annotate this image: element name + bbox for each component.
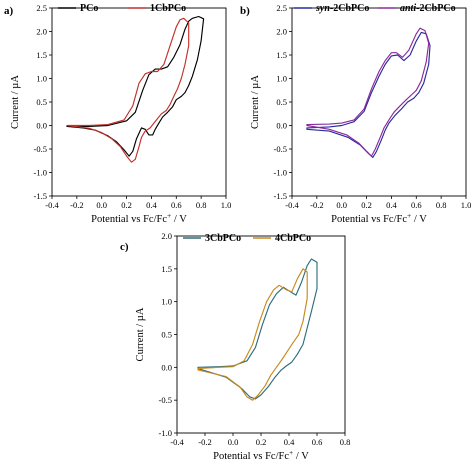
y-tick-label: -0.5 [274,144,287,154]
x-axis-label-main: Potential vs Fc/Fc [213,451,289,462]
legend-entry-prefix: syn [315,3,330,14]
series-line-2 [197,268,308,401]
x-tick-label: 0.2 [361,200,372,210]
y-tick-label: 1.5 [36,50,47,60]
legend-entry: 1CbPCo [150,3,186,14]
y-axis-label: Current / µA [10,75,21,129]
x-tick-label: -0.4 [45,200,59,210]
y-tick-label: -1.0 [159,428,172,438]
legend-entry: 4CbPCo [275,233,311,244]
series-line-2 [306,27,430,157]
y-tick-label: 0.5 [161,330,172,340]
series-line-1 [66,15,205,157]
x-axis-label-unit: / V [411,214,427,225]
x-tick-label: 0.6 [411,200,422,210]
y-tick-label: 0.5 [276,97,287,107]
chart-panel-1: -0.4 -0.2 0.0 0.2 0.4 0.6 0.8 1.0 -1.5 -1.0 -0.5 0.… [4,3,231,225]
y-tick-label: 0.5 [36,97,47,107]
y-axis-label: Current / µA [250,75,261,129]
y-tick-label: 1.5 [276,50,287,60]
chart-panel-2: -0.4 -0.2 0.0 0.2 0.4 0.6 0.8 1.0 -1.5 -1.0 -0.5 0.… [240,3,471,225]
legend-entry: syn-2CbPCo [315,3,369,14]
x-axis-label-superscript: + [289,448,293,457]
legend-entry: anti-2CbPCo [400,3,456,14]
x-tick-label: -0.2 [198,437,211,447]
x-tick-label: 0.2 [256,437,267,447]
x-axis-label-main: Potential vs Fc/Fc [91,214,167,225]
y-tick-label: -0.5 [34,144,47,154]
x-tick-label: -0.4 [285,200,299,210]
x-tick-label: -0.4 [170,437,184,447]
series-line-2 [66,17,190,163]
x-tick-label: -0.2 [310,200,323,210]
y-tick-label: 1.0 [276,74,287,84]
panel-label: b) [240,5,250,17]
y-tick-label: -1.5 [274,191,287,201]
plot-frame [291,7,467,197]
x-tick-label: 0.6 [171,200,182,210]
y-tick-label: 1.5 [161,264,172,274]
x-tick-label: 0.4 [146,200,157,210]
x-tick-label: 1.0 [221,200,232,210]
panel-label: c) [120,241,129,253]
y-tick-label: -1.0 [274,168,287,178]
x-axis-label-superscript: + [407,211,411,220]
legend-entry: PCo [80,3,98,14]
x-tick-label: 0.4 [386,200,397,210]
y-tick-label: 2.0 [161,231,172,241]
legend-entry: 3CbPCo [205,233,241,244]
y-tick-label: -1.5 [34,191,47,201]
y-tick-label: -0.5 [159,395,172,405]
y-tick-label: 0.0 [276,121,287,131]
y-tick-label: 0.0 [36,121,47,131]
y-tick-label: 0.0 [161,362,172,372]
x-axis-label: Potential vs Fc/Fc+ / V [91,211,187,225]
y-tick-label: -1.0 [34,168,47,178]
y-tick-label: 2.0 [36,27,47,37]
y-tick-label: 2.5 [276,3,287,13]
x-tick-label: 1.0 [461,200,472,210]
x-axis-label: Potential vs Fc/Fc+ / V [213,448,309,462]
x-axis-label-unit: / V [293,451,309,462]
y-tick-label: 1.0 [161,297,172,307]
x-tick-label: 0.0 [228,437,239,447]
x-axis-label-unit: / V [171,214,187,225]
x-axis-label-main: Potential vs Fc/Fc [331,214,407,225]
x-axis-label: Potential vs Fc/Fc+ / V [331,211,427,225]
x-tick-label: 0.0 [96,200,107,210]
legend-entry-suffix: -2CbPCo [416,3,455,14]
chart-panel-3: -0.4 -0.2 0.0 0.2 0.4 0.6 0.8 -1.0 -0.5 0.0 0.5 1.0… [120,231,350,462]
legend-entry-suffix: -2CbPCo [330,3,369,14]
x-tick-label: 0.6 [312,437,323,447]
x-tick-label: 0.2 [121,200,132,210]
panel-label: a) [4,5,14,17]
legend-entry-prefix: anti [400,3,416,14]
x-tick-label: -0.2 [70,200,83,210]
y-tick-label: 2.0 [276,27,287,37]
x-tick-label: 0.4 [284,437,295,447]
x-tick-label: 0.8 [340,437,351,447]
y-tick-label: 2.5 [36,3,47,13]
y-tick-label: 1.0 [36,74,47,84]
x-axis-label-superscript: + [167,211,171,220]
plot-frame [176,235,346,434]
series-line-1 [197,258,318,400]
x-tick-label: 0.0 [336,200,347,210]
x-tick-label: 0.8 [436,200,447,210]
y-axis-label: Current / µA [135,307,146,361]
x-tick-label: 0.8 [196,200,207,210]
